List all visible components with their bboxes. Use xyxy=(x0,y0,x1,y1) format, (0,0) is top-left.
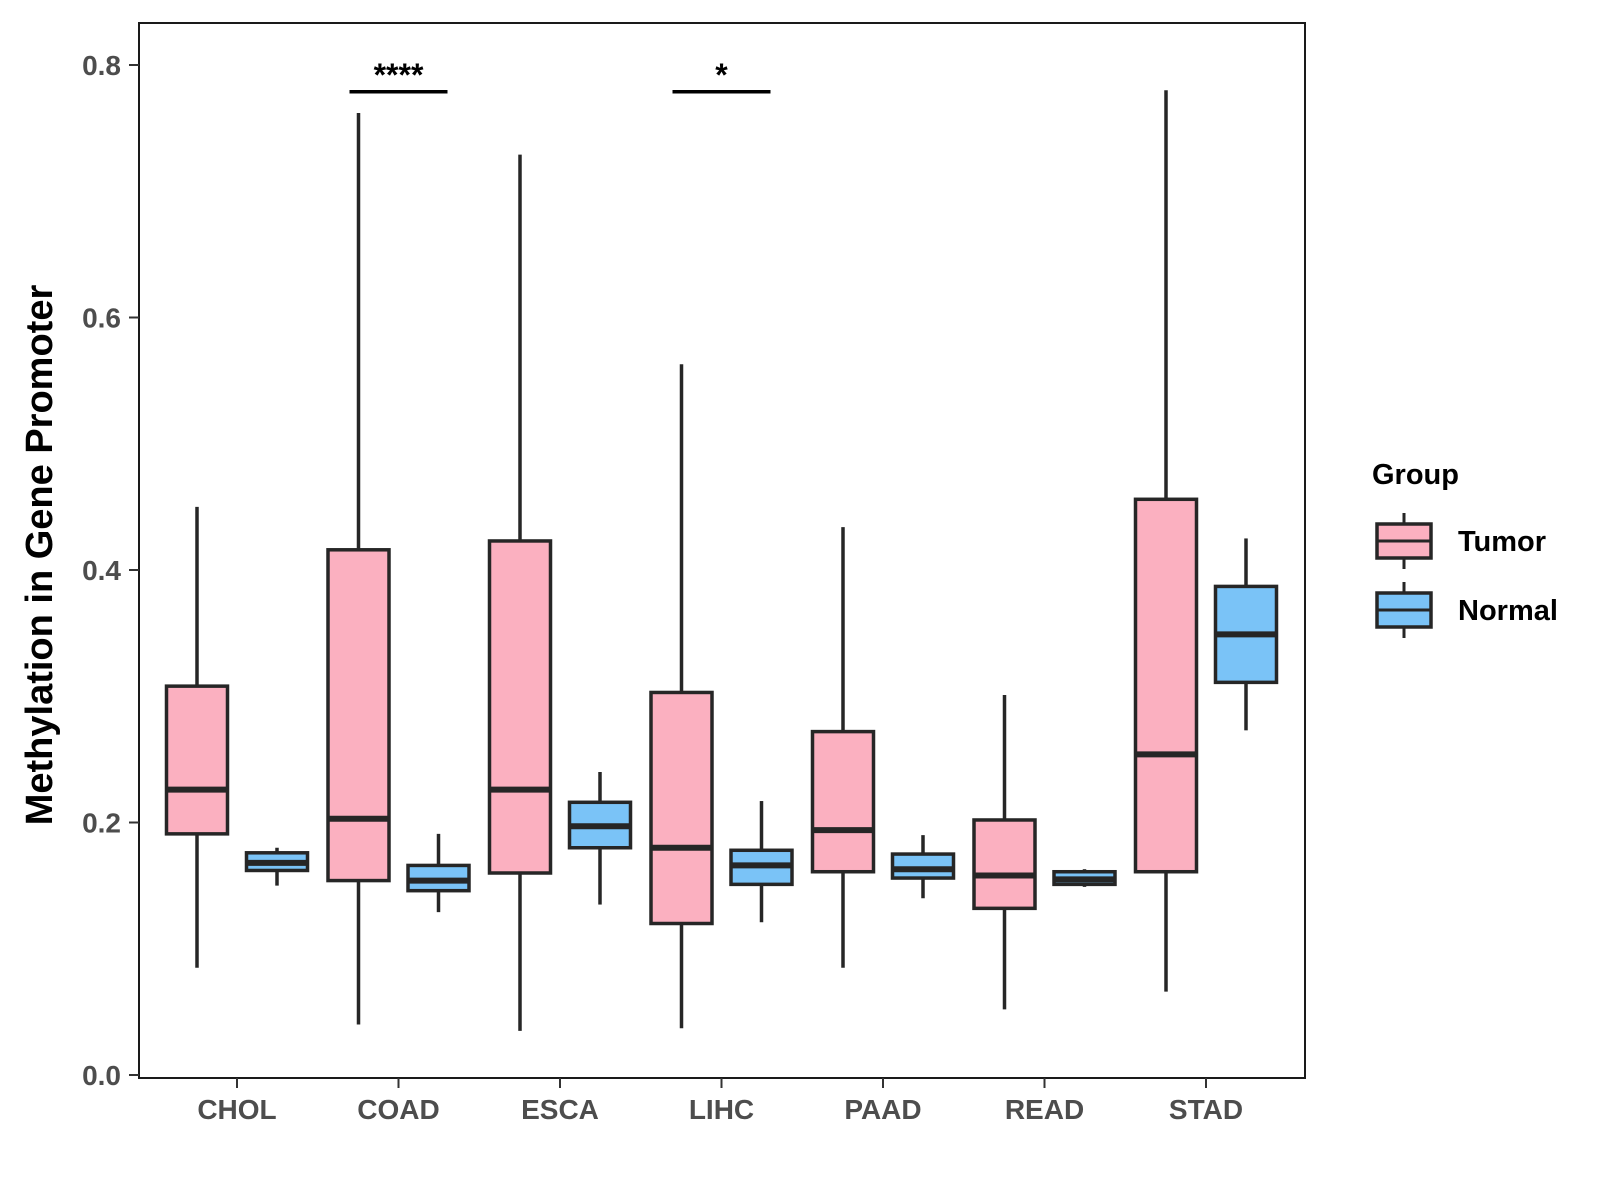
x-tick-label: ESCA xyxy=(521,1094,599,1125)
x-tick-label: STAD xyxy=(1169,1094,1243,1125)
box-tumor-esca xyxy=(487,154,553,1031)
box-tumor-paad xyxy=(810,527,876,968)
y-axis-title: Methylation in Gene Promoter xyxy=(19,285,61,826)
x-tick-label: COAD xyxy=(357,1094,439,1125)
legend-item-tumor: Tumor xyxy=(1375,513,1546,569)
box-body xyxy=(890,852,956,880)
legend: Group Tumor Normal xyxy=(1372,459,1558,638)
legend-label: Normal xyxy=(1458,595,1558,627)
box-body xyxy=(1133,497,1199,874)
x-tick-label: PAAD xyxy=(844,1094,921,1125)
box-body xyxy=(649,690,714,926)
y-tick-label: 0.6 xyxy=(82,303,121,334)
box-body xyxy=(972,818,1037,911)
y-tick-label: 0.8 xyxy=(82,50,121,81)
box-normal-paad xyxy=(890,835,956,899)
box-normal-lihc xyxy=(729,801,794,923)
legend-item-normal: Normal xyxy=(1375,582,1558,638)
box-tumor-coad xyxy=(326,112,391,1025)
box-tumor-read xyxy=(972,694,1037,1010)
significance-annotations: **** * xyxy=(349,57,771,94)
box-tumor-chol xyxy=(164,506,230,968)
legend-label: Tumor xyxy=(1458,526,1546,558)
box-body xyxy=(164,684,230,836)
box-normal-coad xyxy=(406,833,471,913)
y-tick-label: 0.0 xyxy=(82,1060,121,1091)
box-tumor-lihc xyxy=(649,364,714,1029)
y-tick-label: 0.4 xyxy=(82,555,121,586)
box-normal-chol xyxy=(244,847,310,886)
x-tick-label: LIHC xyxy=(689,1094,754,1125)
box-normal-esca xyxy=(567,772,633,905)
x-tick-label: CHOL xyxy=(197,1094,276,1125)
box-normal-read xyxy=(1052,869,1117,887)
box-body xyxy=(487,539,553,875)
y-tick-label: 0.2 xyxy=(82,808,121,839)
box-series xyxy=(164,90,1279,1031)
legend-title: Group xyxy=(1372,459,1459,491)
x-tick-label: READ xyxy=(1005,1094,1084,1125)
box-body xyxy=(810,729,876,874)
significance-label: * xyxy=(715,57,728,93)
y-axis: 0.0 0.2 0.4 0.6 0.8 xyxy=(82,50,139,1091)
box-normal-stad xyxy=(1213,538,1279,731)
x-axis: CHOL COAD ESCA LIHC PAAD READ STAD xyxy=(197,1078,1243,1125)
box-tumor-stad xyxy=(1133,90,1199,992)
significance-label: **** xyxy=(374,57,424,93)
plot-panel xyxy=(138,22,1306,1079)
box-body xyxy=(326,548,391,883)
